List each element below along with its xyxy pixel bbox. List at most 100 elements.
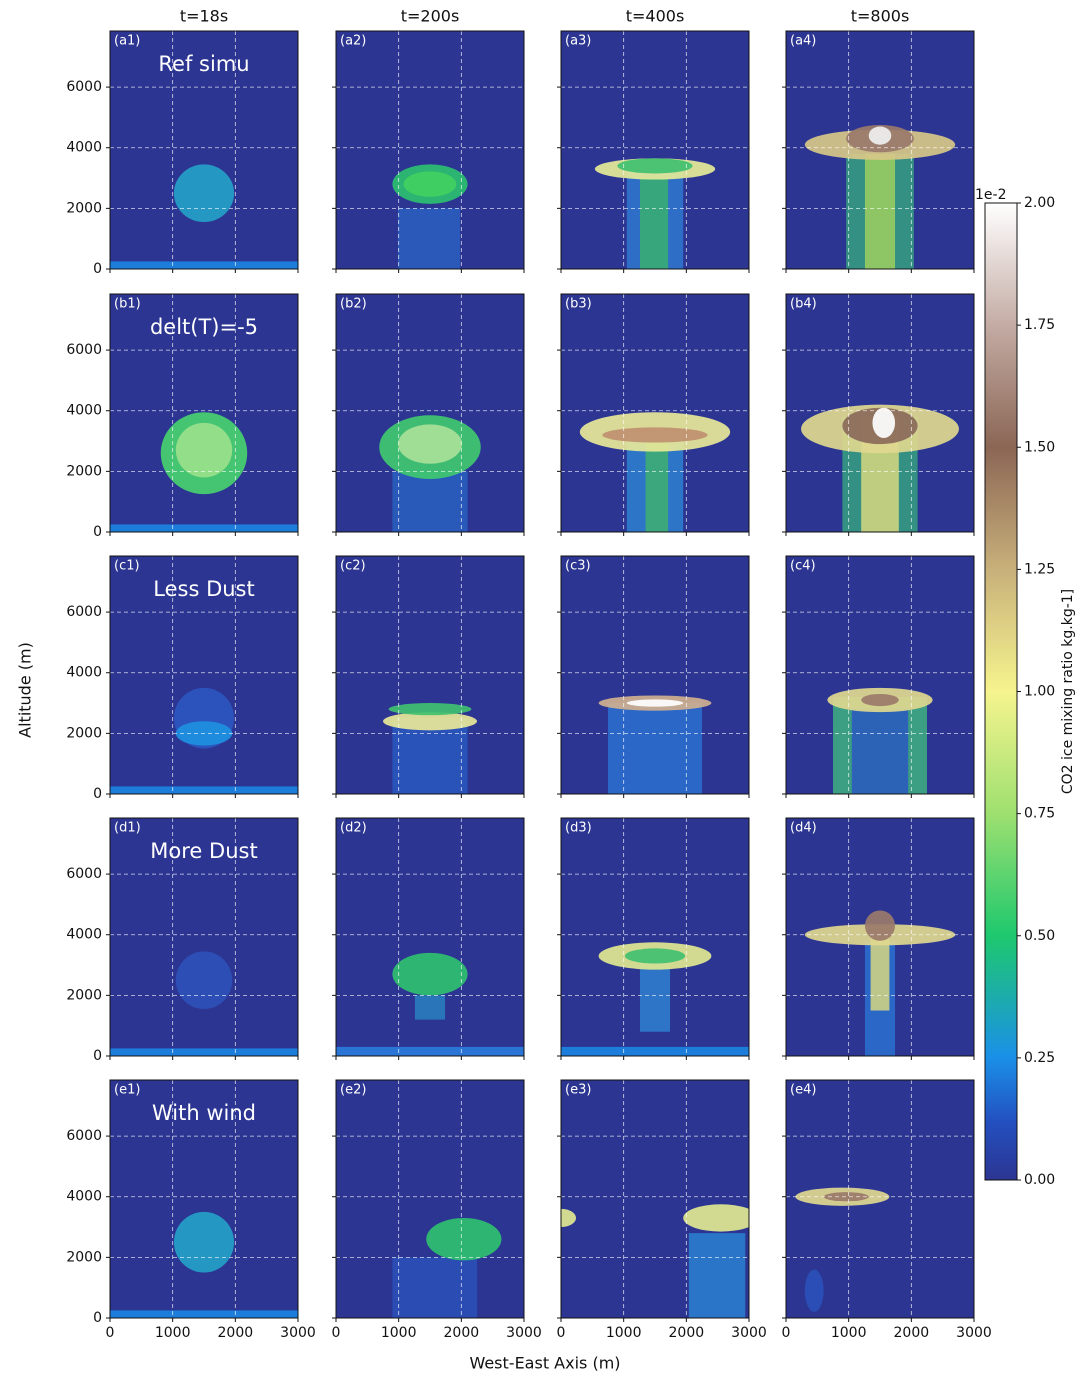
y-tick-label: 6000 — [66, 1128, 102, 1144]
field-shape — [110, 1310, 298, 1318]
panel-label: (b1) — [114, 297, 141, 312]
panel-label: (d1) — [114, 821, 141, 836]
row-title: delt(T)=-5 — [150, 315, 258, 339]
y-tick-label: 4000 — [66, 1189, 102, 1205]
x-tick-label: 0 — [557, 1325, 566, 1341]
y-tick-label: 2000 — [66, 1249, 102, 1265]
field-shape — [110, 524, 298, 532]
y-tick-label: 4000 — [66, 927, 102, 943]
field-shape — [336, 1046, 524, 1056]
panel-label: (e4) — [790, 1083, 816, 1098]
panel-background — [110, 818, 298, 1056]
panel — [336, 31, 524, 269]
panel-frame — [109, 1079, 299, 1319]
panel-label: (b4) — [790, 297, 817, 312]
colorbar-tick-label: 0.25 — [1024, 1050, 1055, 1066]
field-shape — [851, 709, 909, 794]
panel — [786, 818, 974, 1056]
field-shape — [617, 158, 693, 174]
colorbar-tick-label: 0.00 — [1024, 1172, 1055, 1188]
y-tick-label: 0 — [93, 1310, 102, 1326]
field-shape — [392, 1257, 477, 1318]
y-tick-label: 4000 — [66, 403, 102, 419]
field-shape — [608, 703, 702, 794]
y-tick-label: 2000 — [66, 463, 102, 479]
y-tick-label: 6000 — [66, 866, 102, 882]
panel-frame — [785, 555, 975, 795]
panel — [110, 818, 298, 1056]
panel-label: (b2) — [340, 297, 367, 312]
panel — [786, 31, 974, 269]
x-tick-label: 0 — [106, 1325, 115, 1341]
panel-background — [336, 818, 524, 1056]
field-shape — [868, 126, 892, 145]
colorbar-tick-label: 1.25 — [1024, 561, 1055, 577]
x-tick-label: 3000 — [956, 1325, 992, 1341]
panel — [561, 31, 749, 269]
field-shape — [561, 1208, 577, 1228]
panel-frame — [335, 555, 525, 795]
panel-label: (c3) — [565, 559, 591, 574]
panel-frame — [335, 1079, 525, 1319]
panel-frame — [560, 1079, 750, 1319]
panel-frame — [335, 30, 525, 270]
panel — [110, 294, 298, 532]
x-axis-label: West-East Axis (m) — [469, 1354, 620, 1373]
row-title: With wind — [152, 1101, 256, 1125]
panel-frame — [109, 817, 299, 1057]
panel-frame — [560, 30, 750, 270]
x-tick-label: 1000 — [606, 1325, 642, 1341]
x-tick-label: 2000 — [218, 1325, 254, 1341]
panel-label: (c2) — [340, 559, 366, 574]
colorbar-tick-label: 1.00 — [1024, 684, 1055, 700]
colorbar — [984, 202, 1018, 1181]
x-tick-label: 1000 — [381, 1325, 417, 1341]
y-tick-label: 6000 — [66, 79, 102, 95]
panel-label: (a3) — [565, 34, 591, 49]
panel-label: (a4) — [790, 34, 816, 49]
x-tick-label: 0 — [332, 1325, 341, 1341]
x-tick-label: 3000 — [280, 1325, 316, 1341]
panel-frame — [109, 293, 299, 533]
y-tick-label: 0 — [93, 261, 102, 277]
panel-label: (d2) — [340, 821, 367, 836]
panel-background — [110, 31, 298, 269]
panel-label: (e1) — [114, 1083, 140, 1098]
field-shape — [392, 471, 468, 532]
colorbar-tick-label: 2.00 — [1024, 195, 1055, 211]
x-tick-label: 2000 — [894, 1325, 930, 1341]
field-shape — [823, 1192, 869, 1202]
panel — [336, 556, 524, 794]
field-shape — [388, 703, 472, 716]
field-shape — [173, 164, 235, 223]
field-shape — [561, 1046, 749, 1056]
y-tick-label: 4000 — [66, 665, 102, 681]
field-shape — [639, 178, 669, 269]
panel-label: (e2) — [340, 1083, 366, 1098]
x-tick-label: 2000 — [669, 1325, 705, 1341]
panel — [561, 556, 749, 794]
panel-label: (b3) — [565, 297, 592, 312]
panel-frame — [785, 817, 975, 1057]
column-title: t=200s — [401, 7, 460, 26]
field-shape — [426, 1217, 502, 1261]
y-tick-label: 0 — [93, 524, 102, 540]
x-tick-label: 3000 — [731, 1325, 767, 1341]
field-shape — [864, 153, 896, 269]
field-shape — [624, 948, 686, 964]
panel-background — [110, 556, 298, 794]
panel-frame — [560, 817, 750, 1057]
field-shape — [861, 693, 899, 707]
field-shape — [398, 424, 462, 464]
field-shape — [872, 407, 896, 439]
panel-frame — [560, 293, 750, 533]
panel-background — [110, 1080, 298, 1318]
field-shape — [804, 1269, 824, 1312]
column-title: t=18s — [180, 7, 228, 26]
x-tick-label: 1000 — [831, 1325, 867, 1341]
y-tick-label: 2000 — [66, 200, 102, 216]
field-shape — [110, 786, 298, 794]
panel-label: (c1) — [114, 559, 140, 574]
field-shape — [602, 427, 708, 443]
